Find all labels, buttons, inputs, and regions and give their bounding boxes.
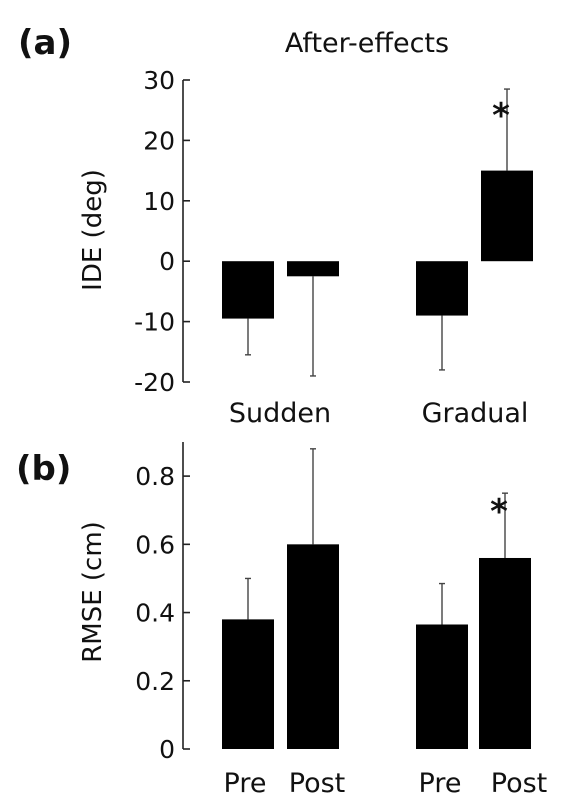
x-category-label: Pre xyxy=(224,768,267,799)
y-tick-label: 0 xyxy=(159,735,175,764)
significance-markers: * xyxy=(492,96,510,136)
bar xyxy=(287,544,339,749)
y-tick-label: 0.4 xyxy=(135,599,175,628)
bar xyxy=(416,261,468,316)
bar xyxy=(479,557,531,749)
x-category-label: Pre xyxy=(419,768,462,799)
y-axis-label: IDE (deg) xyxy=(78,169,108,291)
y-tick-label: 30 xyxy=(143,66,175,95)
bar xyxy=(222,261,274,319)
error-bars xyxy=(245,448,508,625)
x-category-labels: Sudden Gradual xyxy=(229,398,529,429)
x-category-label: Post xyxy=(491,768,548,799)
panel-b: (b) RMSE (cm) 0 0.2 0.4 0.6 0.8 Pre Post Pre Po… xyxy=(16,442,547,799)
significance-markers: * xyxy=(490,492,508,532)
bars xyxy=(222,170,533,319)
y-tick-label: -10 xyxy=(134,308,175,337)
significance-marker: * xyxy=(490,492,508,532)
y-ticks: 0 0.2 0.4 0.6 0.8 xyxy=(135,462,190,764)
y-tick-label: 0.2 xyxy=(135,667,175,696)
x-category-label: Gradual xyxy=(422,398,529,429)
panel-a: (a) After-effects IDE (deg) -20 -10 0 10 20 3… xyxy=(18,23,533,429)
bar xyxy=(481,170,533,262)
y-tick-label: 0.8 xyxy=(135,462,175,491)
y-tick-label: 0.6 xyxy=(135,530,175,559)
y-tick-label: 20 xyxy=(143,126,175,155)
bars xyxy=(222,544,531,749)
y-tick-label: -20 xyxy=(134,368,175,397)
panel-b-label: (b) xyxy=(16,449,71,489)
panel-a-label: (a) xyxy=(18,23,72,63)
error-bars xyxy=(245,88,510,377)
significance-marker: * xyxy=(492,96,510,136)
x-category-labels: Pre Post Pre Post xyxy=(224,768,548,799)
y-tick-label: 10 xyxy=(143,187,175,216)
chart-title: After-effects xyxy=(285,28,449,59)
bar xyxy=(222,619,274,749)
y-axis-label: RMSE (cm) xyxy=(78,521,108,663)
bar xyxy=(416,624,468,749)
y-tick-label: 0 xyxy=(159,247,175,276)
x-category-label: Sudden xyxy=(229,398,331,429)
bar xyxy=(287,261,339,277)
x-category-label: Post xyxy=(289,768,346,799)
y-ticks: -20 -10 0 10 20 30 xyxy=(134,66,190,397)
